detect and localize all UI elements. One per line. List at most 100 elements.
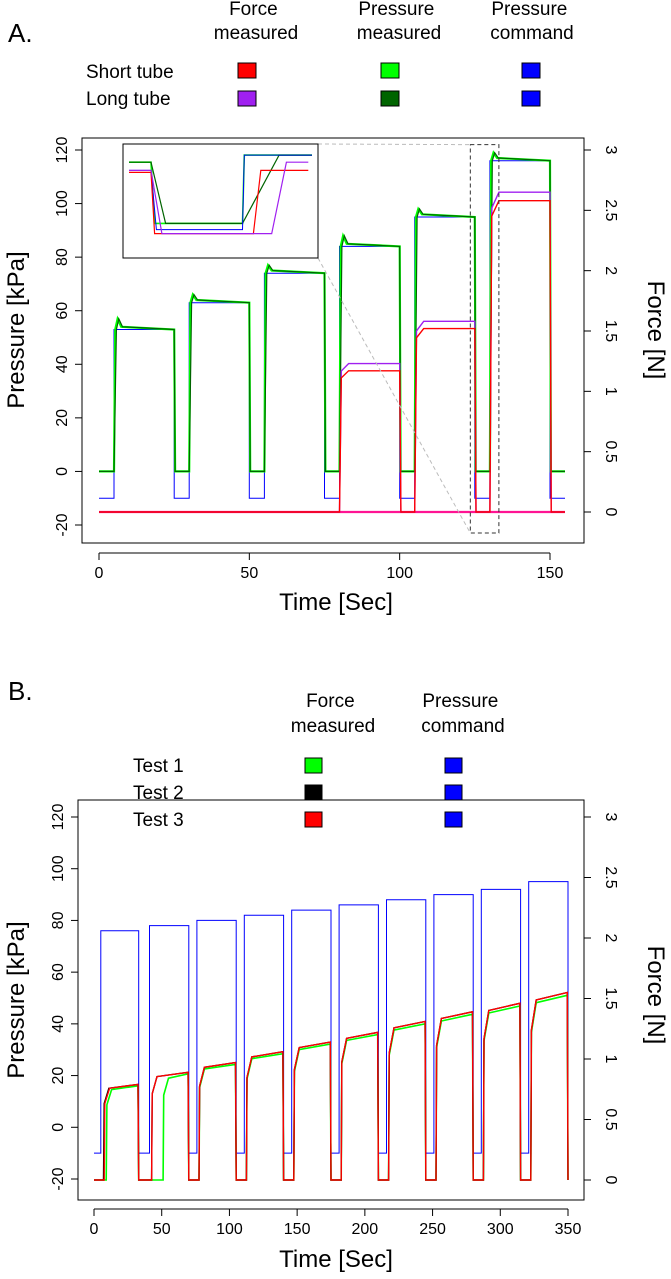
legend-a-col-pressure: Pressure measured [357,0,442,44]
legend-a-col-command-line2: command [490,23,573,44]
legend-a-col-force-line2: measured [214,23,299,44]
b-y2-tick-label: 1 [602,1055,619,1064]
series-pressure-long [99,151,565,472]
legend-b-row-test1: Test 1 [133,756,184,777]
b-y-tick-label: 60 [50,963,67,981]
a-y-tick-label: 20 [54,409,71,427]
swatch-test1-force [304,757,323,774]
a-y-tick-label: 80 [54,248,71,266]
legend-b-row-test2: Test 2 [133,783,184,804]
axes-b: 0 50 100 150 200 250 300 350-200204060801001200… [50,799,619,1238]
legend-a-col-command-line1: Pressure [491,0,567,20]
x-axis-title-a: Time [Sec] [279,589,393,616]
inset-force-long [129,161,309,235]
series-force-long [99,191,565,513]
a-y-tick-label: 120 [54,137,71,164]
y2-axis-title-b: Force [N] [642,946,669,1045]
a-y2-tick-label: 1 [602,387,619,396]
legend-b-col-force-line2: measured [291,716,376,737]
series-force-short [99,200,565,513]
legend-a: Force measured Pressure measured Pressur… [86,0,574,110]
b-x-tick-label: 250 [419,1221,446,1238]
panel-a: A. Force measured Pressure measured Pres… [3,0,669,616]
a-y2-tick-label: 0 [602,508,619,517]
b-x-tick-label: 200 [352,1221,379,1238]
legend-a-col-pressure-line2: measured [357,23,442,44]
swatch-long-command [521,90,541,107]
swatch-long-force [237,90,257,107]
y2-axis-title-a: Force [N] [642,281,669,380]
legend-b-col-command: Pressure command [421,691,504,737]
a-y2-tick-label: 0.5 [602,441,619,463]
b-y-tick-label: 0 [50,1123,67,1132]
series-pressure-command [99,160,565,499]
a-y-tick-label: 0 [54,467,71,476]
legend-a-col-force-line1: Force [229,0,278,20]
swatch-test3-command [444,811,463,828]
b-y-tick-label: 100 [50,855,67,882]
a-y2-tick-label: 2 [602,266,619,275]
y-axis-title-a: Pressure [kPa] [3,251,30,408]
a-x-tick-label: 100 [386,565,413,582]
swatch-test1-command [444,757,463,774]
a-y-tick-label: 60 [54,302,71,320]
legend-b-row-test3: Test 3 [133,810,184,831]
panel-b: B. Force measured Pressure command Test … [3,676,669,1273]
zoom-box [469,144,500,534]
a-y2-tick-label: 1.5 [602,320,619,342]
zoom-connector-top [317,143,471,146]
swatch-test3-force [304,811,323,828]
swatch-short-force [237,62,257,79]
b-y2-tick-label: 3 [602,813,619,822]
a-x-tick-label: 150 [537,565,564,582]
inset-a [122,143,500,534]
b-x-tick-label: 350 [555,1221,582,1238]
inset-frame [122,143,319,259]
b-y2-tick-label: 0.5 [602,1108,619,1130]
legend-b-col-command-line1: Pressure [422,691,498,712]
legend-a-col-pressure-line1: Pressure [358,0,434,20]
legend-b-col-command-line2: command [421,716,504,737]
axes-a: 0 50 100 150 -20 0 20 40 60 80 100 120 0 0.5 1 1.5 2 2.5 3 [54,137,619,582]
a-y2-tick-label: 3 [602,146,619,155]
b-x-tick-label: 0 [90,1221,99,1238]
legend-a-row-long: Long tube [86,89,171,110]
b-y-tick-label: 120 [50,804,67,831]
a-x-tick-label: 50 [240,565,258,582]
b-y-tick-label: 40 [50,1015,67,1033]
y-axis-title-b: Pressure [kPa] [3,921,30,1078]
b-y-tick-label: 80 [50,911,67,929]
legend-a-col-command: Pressure command [490,0,573,44]
panel-b-label: B. [8,676,33,706]
b-x-tick-label: 150 [284,1221,311,1238]
b-y2-tick-label: 2.5 [602,866,619,888]
a-y-tick-label: 40 [54,355,71,373]
zoom-connector-bottom [317,257,471,534]
a-y-tick-label: -20 [54,513,71,536]
swatch-test2-force [304,784,323,801]
legend-b-col-force: Force measured [291,691,376,737]
swatch-long-pressure [380,90,400,107]
x-axis-title-b: Time [Sec] [279,1246,393,1273]
swatch-short-pressure [380,62,400,79]
legend-a-row-short: Short tube [86,62,174,83]
b-y2-tick-label: 0 [602,1176,619,1185]
series-force-test3 [94,991,569,1181]
b-y2-tick-label: 2 [602,934,619,943]
b-x-tick-label: 100 [216,1221,243,1238]
swatch-test2-command [444,784,463,801]
lines-b [94,881,569,1181]
b-y-tick-label: -20 [50,1167,67,1190]
panel-a-label: A. [8,18,33,48]
b-y-tick-label: 20 [50,1067,67,1085]
swatch-short-command [521,62,541,79]
a-x-tick-label: 0 [95,565,104,582]
a-y-tick-label: 100 [54,190,71,217]
a-y2-tick-label: 2.5 [602,199,619,221]
lines-a [99,150,565,514]
legend-b-col-force-line1: Force [306,691,355,712]
b-x-tick-label: 50 [153,1221,171,1238]
legend-a-col-force: Force measured [214,0,299,44]
b-x-tick-label: 300 [487,1221,514,1238]
